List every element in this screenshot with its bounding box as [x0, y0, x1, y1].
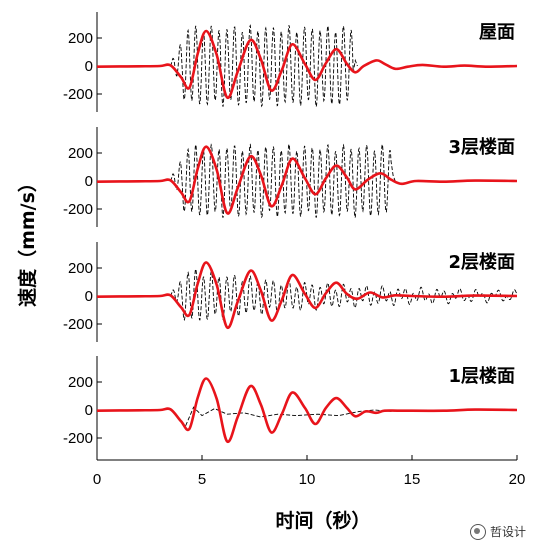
red-solid-series — [96, 29, 518, 99]
y-tick-label: 200 — [68, 145, 93, 162]
y-tick-label: -200 — [63, 86, 93, 103]
x-tick-label: 0 — [93, 471, 101, 488]
x-tick-label: 15 — [404, 471, 421, 488]
panel-title: 2层楼面 — [448, 251, 515, 273]
black-dashed-series — [170, 24, 358, 108]
panel: -200 0 200 2层楼面 — [63, 242, 518, 342]
black-dashed-series — [170, 267, 518, 321]
x-tick-label: 10 — [299, 471, 316, 488]
y-tick-label: 0 — [85, 58, 93, 75]
panel: -200 0 200 屋面 — [63, 12, 518, 112]
panel: -200 0 200 1层楼面 — [63, 356, 518, 456]
red-solid-series — [96, 261, 518, 329]
black-dashed-series — [170, 143, 396, 219]
y-tick-label: 200 — [68, 30, 93, 47]
y-tick-label: 200 — [68, 260, 93, 277]
y-tick-label: 200 — [68, 374, 93, 391]
y-tick-label: -200 — [63, 430, 93, 447]
y-tick-label: -200 — [63, 201, 93, 218]
panel: -200 0 200 3层楼面 — [63, 127, 518, 227]
red-solid-series — [96, 377, 518, 443]
y-tick-label: 0 — [85, 288, 93, 305]
y-axis-title: 速度（mm/s） — [16, 173, 39, 307]
panel-title: 3层楼面 — [448, 136, 515, 158]
red-solid-series — [96, 145, 518, 215]
y-tick-label: 0 — [85, 402, 93, 419]
panels-group: -200 0 200 屋面 -200 0 200 3层楼面 -200 0 200 2层楼面 -200 0 2… — [63, 12, 518, 456]
black-dashed-series — [170, 406, 413, 428]
x-tick-label: 20 — [509, 471, 526, 488]
panel-title: 屋面 — [479, 22, 515, 43]
x-axis: 0 5 10 15 20 — [93, 455, 526, 488]
wechat-logo-icon — [470, 523, 486, 540]
watermark: 哲设计 — [470, 523, 526, 540]
x-tick-label: 5 — [198, 471, 206, 488]
panel-title: 1层楼面 — [448, 365, 515, 387]
watermark-text: 哲设计 — [490, 525, 527, 539]
y-tick-label: -200 — [63, 316, 93, 333]
x-axis-title: 时间（秒） — [275, 509, 370, 532]
y-tick-label: 0 — [85, 173, 93, 190]
